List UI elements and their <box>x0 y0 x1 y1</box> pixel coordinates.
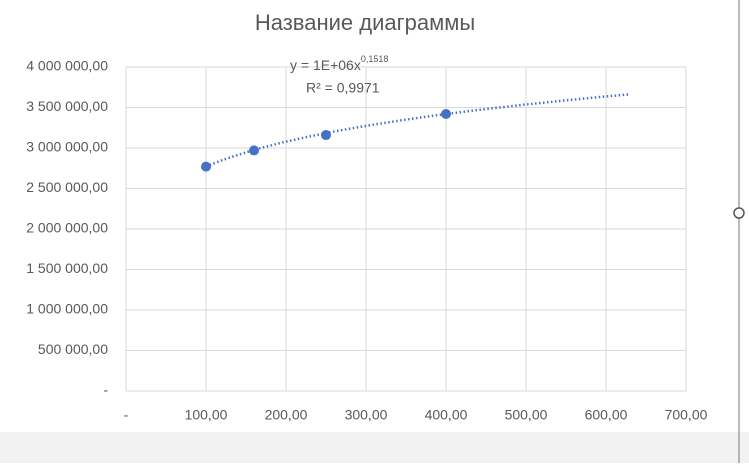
x-tick-label: 300,00 <box>345 407 388 423</box>
y-tick-label: - <box>103 382 108 398</box>
resize-handle[interactable] <box>733 207 745 219</box>
x-tick-label: 600,00 <box>585 407 628 423</box>
point <box>249 145 259 156</box>
chart-title: Название диаграммы <box>255 10 475 35</box>
bottom-strip <box>0 432 749 463</box>
y-tick-label: 1 000 000,00 <box>26 301 108 317</box>
x-tick-label: 100,00 <box>185 407 228 423</box>
point <box>441 108 451 119</box>
y-tick-label: 2 000 000,00 <box>26 220 108 236</box>
trendline <box>205 93 631 168</box>
x-tick-label: 200,00 <box>265 407 308 423</box>
y-tick-label: 3 000 000,00 <box>26 139 108 155</box>
r-squared: R² = 0,9971 <box>306 80 380 96</box>
y-tick-label: 3 500 000,00 <box>26 98 108 114</box>
y-tick-label: 500 000,00 <box>38 341 108 357</box>
trendline-equation: y = 1E+06x0,1518 <box>290 54 388 72</box>
y-tick-label: 1 500 000,00 <box>26 260 108 276</box>
y-tick-label: 2 500 000,00 <box>26 179 108 195</box>
x-tick-label: - <box>124 407 129 423</box>
equation-text: y = 1E+06x <box>290 57 361 73</box>
y-tick-label: 4 000 000,00 <box>26 58 108 74</box>
point <box>201 161 211 172</box>
x-tick-label: 500,00 <box>505 407 548 423</box>
x-tick-label: 700,00 <box>665 407 708 423</box>
equation-exponent: 0,1518 <box>361 54 389 64</box>
point <box>321 130 331 141</box>
x-tick-label: 400,00 <box>425 407 468 423</box>
